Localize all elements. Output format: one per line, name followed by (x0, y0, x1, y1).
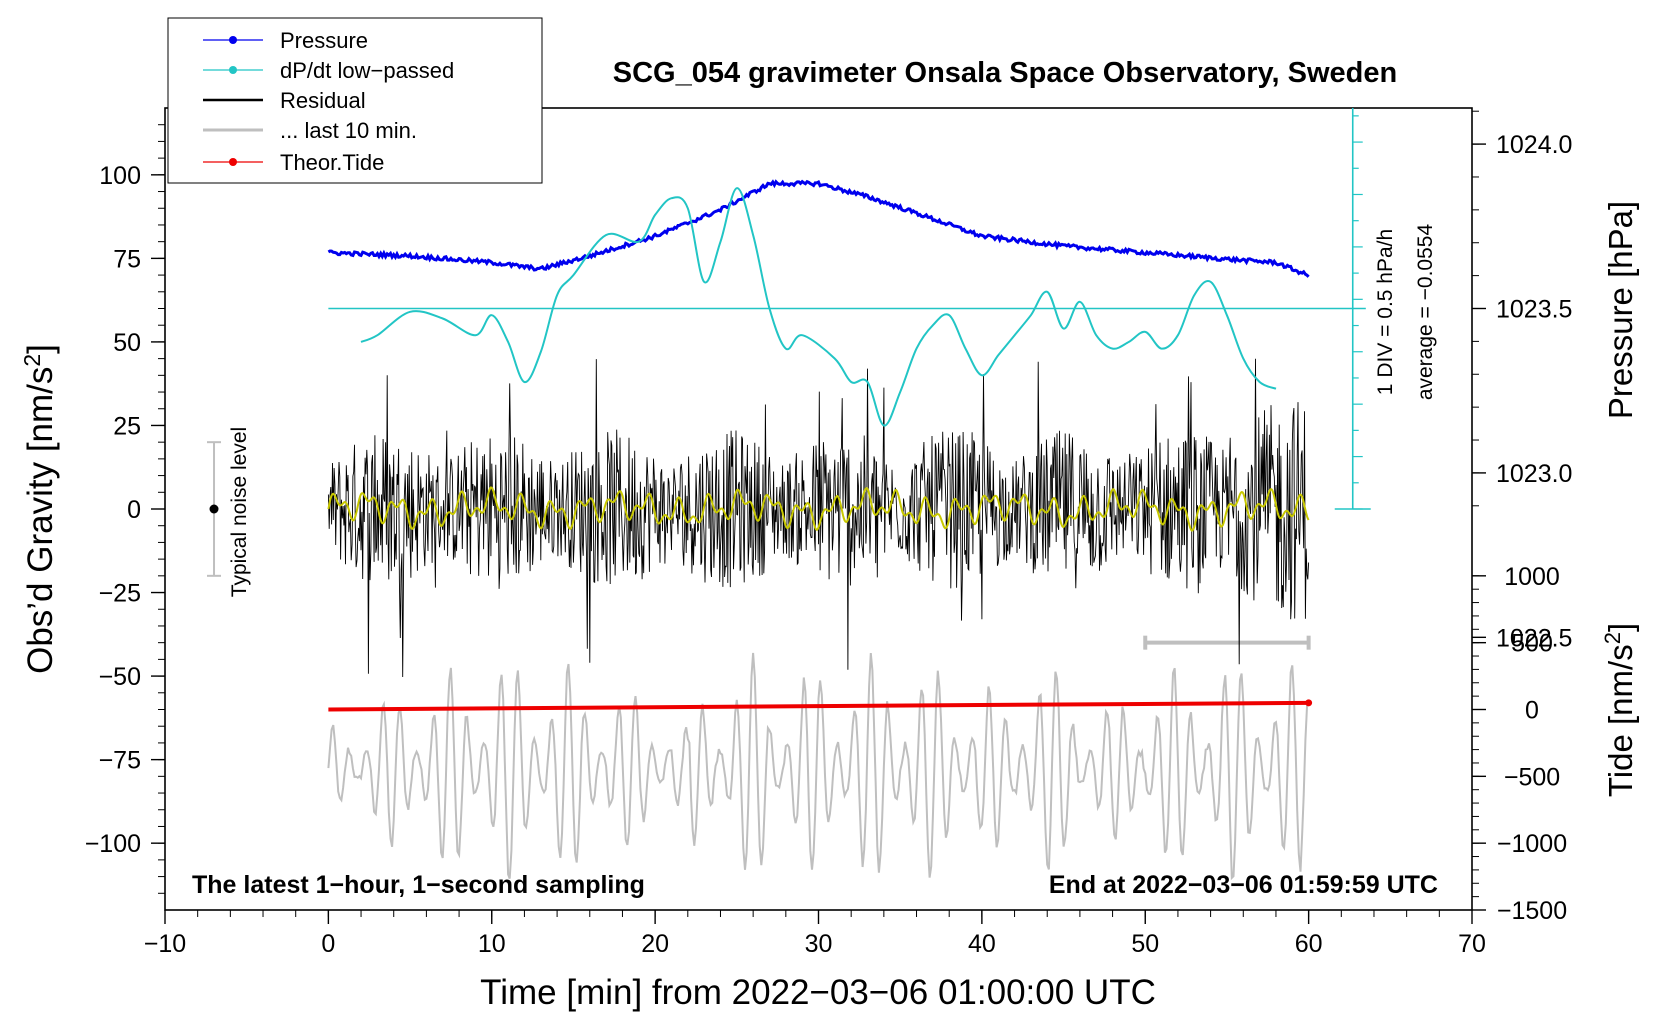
chart-title: SCG_054 gravimeter Onsala Space Observat… (613, 57, 1397, 89)
tide-tick-label: −1500 (1497, 897, 1567, 925)
y-tick-label: −25 (99, 580, 141, 608)
tide-axis-ticks: −1500 −1000 −500 0 500 1000 (1472, 563, 1567, 925)
y-tick-label: −100 (85, 830, 141, 858)
annotation-end-time: End at 2022−03−06 01:59:59 UTC (1049, 871, 1438, 899)
legend-label-last10: ... last 10 min. (280, 118, 417, 143)
legend-marker-tide (229, 158, 237, 166)
pressure-tick-label: 1023.0 (1496, 460, 1572, 488)
legend-label-residual: Residual (280, 88, 366, 113)
legend-item-tide: Theor.Tide (203, 150, 384, 175)
dpdt-line (360, 187, 1277, 427)
legend-item-pressure: Pressure (203, 28, 368, 53)
legend: Pressure dP/dt low−passed Residual ... l… (167, 17, 543, 184)
pressure-tick-label: 1023.5 (1496, 296, 1572, 324)
tide-tick-label: 1000 (1504, 563, 1560, 591)
y-tick-label: −75 (99, 747, 141, 775)
y-tick-label: 50 (113, 329, 141, 357)
last-10-min-series (327, 635, 1311, 881)
x-tick-label: 60 (1295, 930, 1323, 958)
noise-center-dot (209, 504, 219, 514)
x-tick-label: 0 (321, 930, 335, 958)
legend-label-pressure: Pressure (280, 28, 368, 53)
annotation-sampling: The latest 1−hour, 1−second sampling (192, 871, 645, 899)
dpdt-series (328, 108, 1371, 510)
legend-item-residual: Residual (203, 88, 366, 113)
x-axis-label: Time [min] from 2022−03−06 01:00:00 UTC (480, 973, 1156, 1012)
legend-label-dpdt: dP/dt low−passed (280, 58, 454, 83)
y-tick-label: 0 (127, 496, 141, 524)
x-tick-label: 20 (641, 930, 669, 958)
pressure-tick-label: 1022.5 (1496, 624, 1572, 652)
div-scale-label: 1 DIV = 0.5 hPa/h (1374, 229, 1397, 395)
y-axis-label-left: Obs’d Gravity [nm/s2] (19, 344, 60, 674)
x-tick-label: 70 (1458, 930, 1486, 958)
x-axis-ticks: −10 0 10 20 30 40 50 60 70 (144, 910, 1486, 958)
y-tick-label: −50 (99, 663, 141, 691)
legend-item-last10: ... last 10 min. (203, 118, 417, 143)
pressure-tick-label: 1024.0 (1496, 131, 1572, 159)
x-tick-label: −10 (144, 930, 186, 958)
residual-series (327, 358, 1310, 678)
last-10-min-line (327, 652, 1310, 881)
x-tick-label: 40 (968, 930, 996, 958)
smoothed-residual-line (327, 486, 1310, 532)
tide-tick-label: −1000 (1497, 830, 1567, 858)
pressure-series (327, 179, 1310, 278)
y-tick-label: 75 (113, 245, 141, 273)
residual-line (327, 358, 1310, 678)
y-axis-label-tide: Tide [nm/s2] (1600, 623, 1639, 797)
tide-tick-label: 0 (1525, 697, 1539, 725)
x-tick-label: 10 (478, 930, 506, 958)
average-label: average = −0.0554 (1414, 224, 1437, 401)
theor-tide-series (328, 699, 1313, 712)
legend-item-dpdt: dP/dt low−passed (203, 58, 454, 83)
tide-tick-label: 500 (1511, 630, 1553, 658)
auxiliary-marks (207, 441, 222, 577)
noise-level-label: Typical noise level (228, 427, 251, 597)
tide-line (328, 700, 1309, 712)
tide-tick-label: −500 (1504, 763, 1560, 791)
pressure-line (327, 179, 1310, 278)
y-tick-label: 25 (113, 412, 141, 440)
y-tick-label: 100 (99, 162, 141, 190)
residual-smoothed-series (327, 486, 1310, 532)
legend-label-tide: Theor.Tide (280, 150, 384, 175)
x-tick-label: 50 (1131, 930, 1159, 958)
legend-marker-pressure (229, 36, 237, 44)
y-axis-label-pressure: Pressure [hPa] (1602, 201, 1639, 419)
y-axis-ticks: −100 −75 −50 −25 0 25 50 75 100 (85, 124, 165, 894)
tide-end-marker (1305, 699, 1313, 707)
legend-marker-dpdt (229, 66, 237, 74)
x-tick-label: 30 (805, 930, 833, 958)
